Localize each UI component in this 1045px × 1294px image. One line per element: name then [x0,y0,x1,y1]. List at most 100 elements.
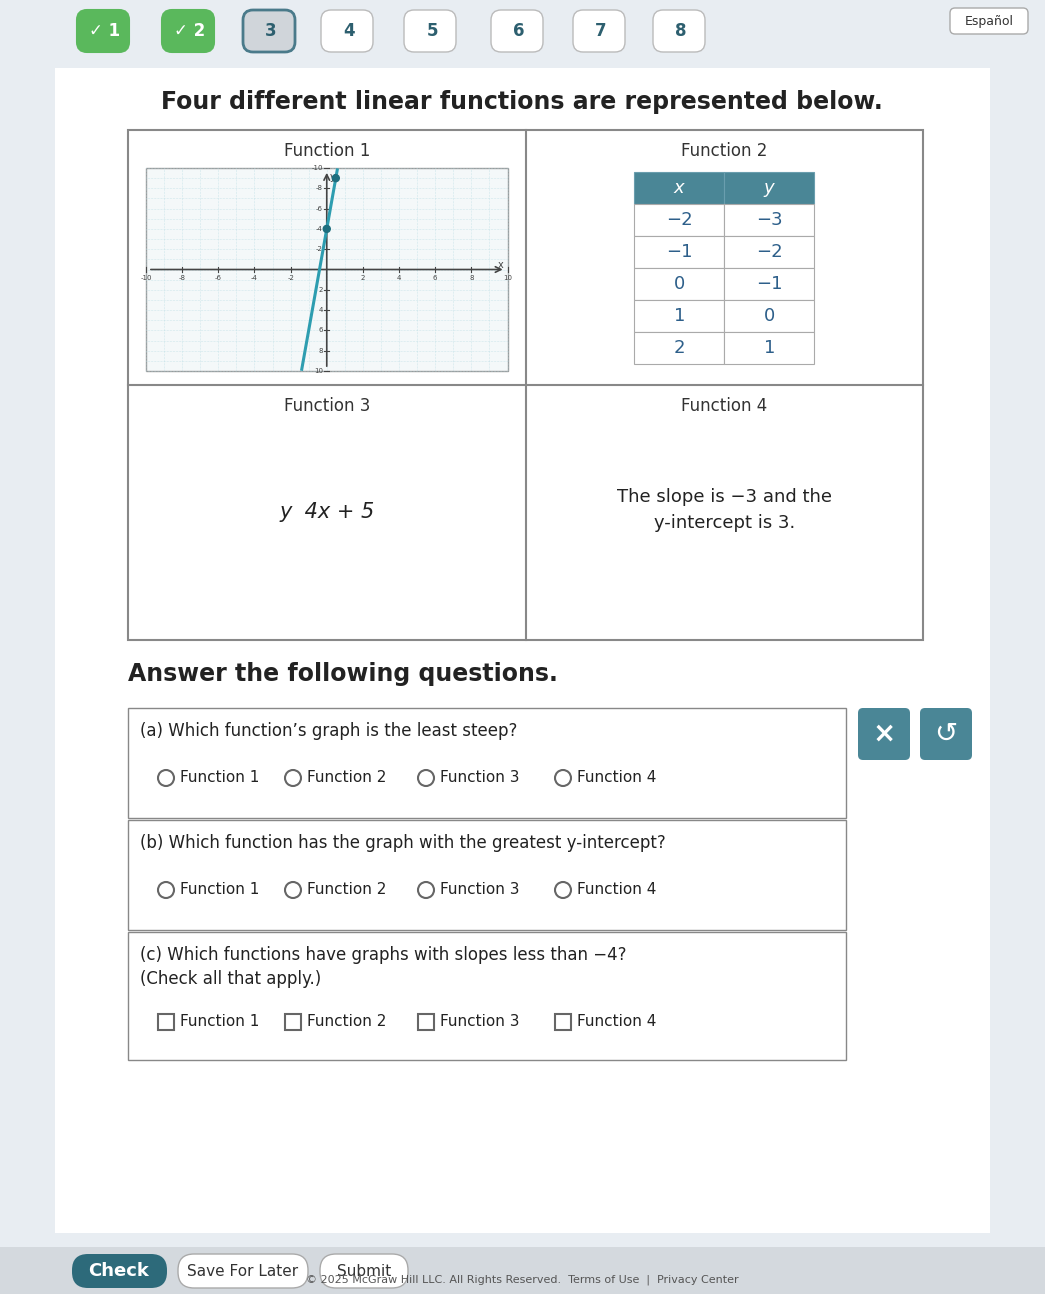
Text: -4: -4 [251,274,258,281]
FancyBboxPatch shape [858,708,910,760]
Text: Español: Español [965,14,1014,27]
Text: 3: 3 [265,22,277,40]
Text: 4: 4 [397,274,401,281]
Text: Function 3: Function 3 [440,1014,519,1030]
Text: ✓ 1: ✓ 1 [90,22,120,40]
Text: © 2025 McGraw Hill LLC. All Rights Reserved.  Terms of Use  |  Privacy Center: © 2025 McGraw Hill LLC. All Rights Reser… [306,1275,739,1285]
FancyBboxPatch shape [178,1254,308,1288]
Bar [724,172,814,204]
Text: Function 2: Function 2 [307,883,387,898]
Text: Check: Check [89,1262,149,1280]
FancyBboxPatch shape [950,8,1028,34]
Text: 0: 0 [674,276,684,292]
Bar [555,1014,571,1030]
Text: ↺: ↺ [934,719,957,748]
Text: 1: 1 [764,339,775,357]
Text: 10: 10 [503,274,512,281]
Text: −2: −2 [666,211,693,229]
FancyBboxPatch shape [404,10,456,52]
Text: 7: 7 [596,22,607,40]
Text: The slope is −3 and the: The slope is −3 and the [617,488,832,506]
Text: -2: -2 [316,246,323,252]
Text: 2: 2 [673,339,686,357]
Text: 6: 6 [513,22,525,40]
FancyBboxPatch shape [72,1254,167,1288]
Text: −2: −2 [756,243,783,261]
Bar [146,168,508,371]
Text: −3: −3 [756,211,783,229]
Text: -8: -8 [179,274,186,281]
Text: -8: -8 [316,185,323,192]
FancyBboxPatch shape [77,10,129,52]
Text: Function 3: Function 3 [283,397,370,415]
FancyBboxPatch shape [573,10,625,52]
Text: (b) Which function has the graph with the greatest y-intercept?: (b) Which function has the graph with th… [140,835,666,851]
FancyBboxPatch shape [162,10,214,52]
Text: 4: 4 [319,307,323,313]
Bar [285,1014,301,1030]
Text: Function 2: Function 2 [307,770,387,785]
Bar [418,1014,434,1030]
Text: ×: × [873,719,896,748]
Text: −1: −1 [666,243,693,261]
Text: Function 2: Function 2 [681,142,767,160]
Bar [0,0,1045,62]
Circle shape [323,225,330,233]
Bar [127,708,846,818]
Bar [634,204,724,236]
Text: −1: −1 [756,276,783,292]
Bar [634,300,724,333]
Text: x: x [497,260,504,269]
Text: Function 3: Function 3 [440,883,519,898]
Text: -2: -2 [287,274,294,281]
Text: Submit: Submit [336,1263,391,1278]
Text: -10: -10 [140,274,152,281]
Text: y: y [764,179,774,197]
Text: Function 4: Function 4 [577,770,656,785]
Bar [634,268,724,300]
Bar [127,820,846,930]
Bar [724,300,814,333]
Text: 10: 10 [314,367,323,374]
FancyBboxPatch shape [920,708,972,760]
Text: y: y [330,172,335,182]
Text: Function 1: Function 1 [180,883,259,898]
Text: 0: 0 [764,307,775,325]
Text: Four different linear functions are represented below.: Four different linear functions are repr… [161,91,883,114]
Text: -6: -6 [215,274,222,281]
Text: Save For Later: Save For Later [187,1263,299,1278]
Text: Function 4: Function 4 [681,397,767,415]
Text: Function 4: Function 4 [577,1014,656,1030]
Text: x: x [674,179,684,197]
Bar [0,1247,1045,1294]
Text: 6: 6 [319,327,323,334]
FancyBboxPatch shape [320,1254,408,1288]
Text: Function 1: Function 1 [180,770,259,785]
Text: (Check all that apply.): (Check all that apply.) [140,970,321,989]
Text: Function 1: Function 1 [283,142,370,160]
Text: 8: 8 [319,348,323,353]
Bar [724,268,814,300]
Bar [634,236,724,268]
Bar [634,172,724,204]
Bar [127,932,846,1060]
Bar [724,333,814,364]
Text: -10: -10 [311,166,323,171]
Text: y 4x + 5: y 4x + 5 [279,502,374,523]
Circle shape [332,175,340,181]
Text: Function 2: Function 2 [307,1014,387,1030]
FancyBboxPatch shape [491,10,543,52]
Bar [634,333,724,364]
Text: 6: 6 [433,274,438,281]
Text: 2: 2 [319,287,323,292]
FancyBboxPatch shape [321,10,373,52]
Bar [158,1014,175,1030]
Text: -6: -6 [316,206,323,212]
Bar [55,69,990,1233]
Text: (c) Which functions have graphs with slopes less than −4?: (c) Which functions have graphs with slo… [140,946,627,964]
Text: ✓ 2: ✓ 2 [175,22,206,40]
Text: 4: 4 [343,22,355,40]
Text: 1: 1 [674,307,684,325]
Text: Function 4: Function 4 [577,883,656,898]
FancyBboxPatch shape [243,10,295,52]
